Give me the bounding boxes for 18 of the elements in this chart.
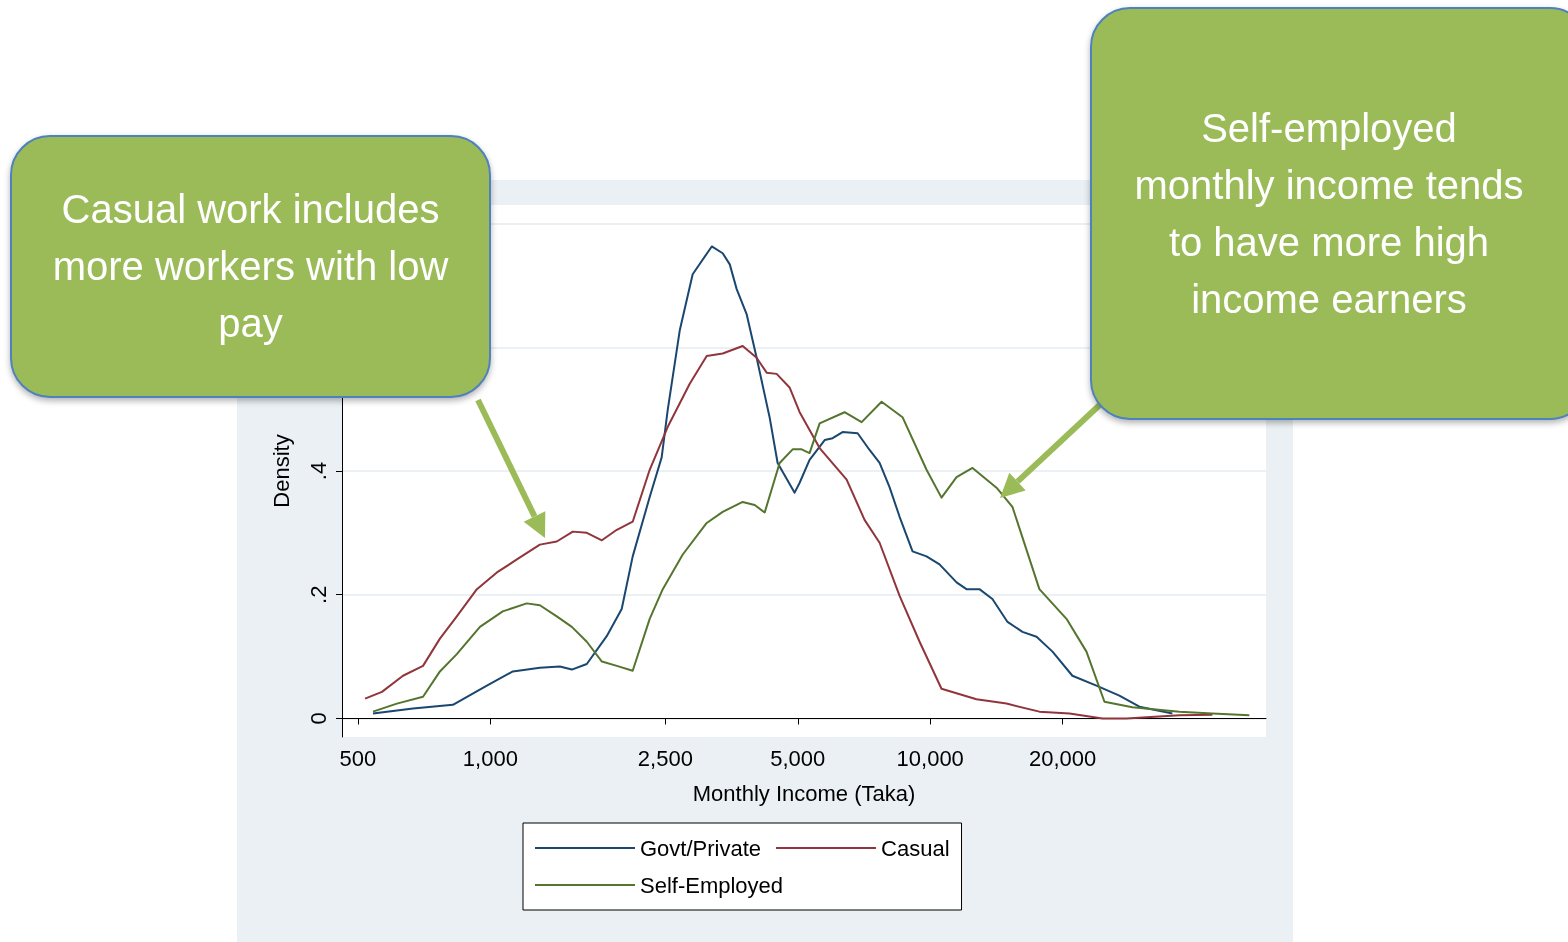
annotation: Casual work includes more workers with low pay [51,186,450,347]
x-tick-label: 1,000 [462,745,518,771]
y-tick-label: 0 [305,712,331,725]
y-tick-label: .4 [305,461,331,481]
x-tick-label: 500 [339,745,377,771]
x-tick-label: 20,000 [1028,745,1097,771]
legend-label: Self-Employed [640,872,784,898]
legend-label: Govt/Private [640,835,762,861]
y-axis-title: Density [268,434,294,508]
x-axis-title: Monthly Income (Taka) [692,780,916,806]
callout-box: Self-employed monthly income tends to have more high income earners [1090,7,1568,420]
callout-box: Casual work includes more workers with low pay [10,135,491,398]
x-tick-label: 2,500 [637,745,693,771]
x-tick-label: 10,000 [896,745,964,771]
x-tick-label: 5,000 [770,745,826,771]
legend-label: Casual [881,835,950,861]
annotation: Self-employed monthly income tends to have more high income earners [1133,104,1525,323]
y-tick-label: .2 [305,585,331,604]
